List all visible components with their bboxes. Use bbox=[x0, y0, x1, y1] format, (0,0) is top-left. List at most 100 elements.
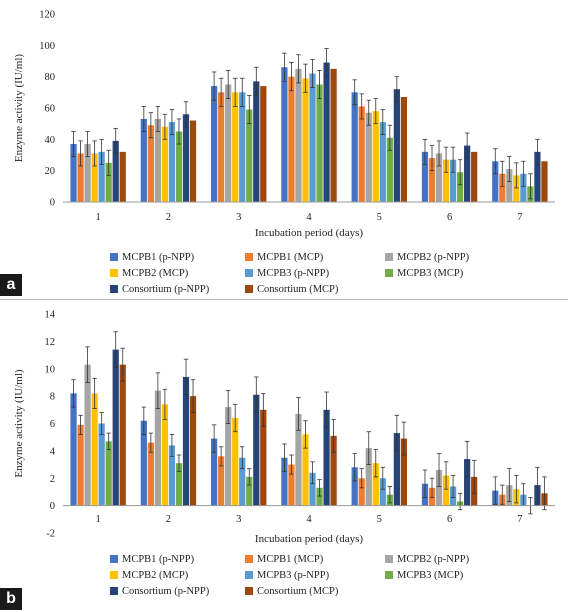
chart-a-ytick-label: 0 bbox=[50, 198, 55, 209]
chart-a-bar bbox=[105, 162, 112, 202]
chart-b-category-label: 2 bbox=[166, 514, 171, 525]
chart-b-bar bbox=[119, 364, 126, 506]
chart-b-bar bbox=[218, 456, 225, 506]
chart-a-ytick-label: 80 bbox=[45, 72, 56, 83]
chart-b-bar bbox=[302, 434, 309, 506]
chart-a-bar bbox=[302, 78, 309, 202]
chart-b-legend-swatch bbox=[110, 587, 118, 595]
chart-b-legend-label: Consortium (MCP) bbox=[257, 586, 339, 597]
panel-a: 0 20 40 60 80 100 120 Enzyme activity (IU/ml) 1 2… bbox=[0, 0, 568, 300]
chart-a-bar bbox=[464, 145, 471, 202]
chart-b-category-label: 7 bbox=[517, 514, 522, 525]
chart-b-bar bbox=[154, 390, 161, 506]
chart-b-legend-swatch bbox=[245, 587, 253, 595]
chart-a-legend-swatch bbox=[245, 269, 253, 277]
chart-b-category-label: 6 bbox=[447, 514, 452, 525]
chart-b-bar bbox=[288, 464, 295, 506]
chart-b-bar bbox=[175, 463, 183, 506]
chart-a-bar bbox=[393, 89, 400, 202]
chart-b-legend-swatch bbox=[385, 571, 393, 579]
chart-b-bar bbox=[105, 441, 112, 506]
chart-a-bar bbox=[499, 173, 506, 202]
chart-a-bar bbox=[168, 122, 176, 202]
chart-a-category-label: 5 bbox=[377, 212, 382, 223]
panel-divider bbox=[0, 299, 568, 300]
chart-a-legend-swatch bbox=[385, 253, 393, 261]
chart-b-bar bbox=[140, 420, 147, 506]
chart-a-bar bbox=[189, 120, 197, 202]
chart-a-bar bbox=[421, 151, 429, 202]
chart-a-bar bbox=[365, 112, 372, 202]
chart-b-ytick-label: 12 bbox=[45, 337, 56, 348]
chart-b-bar bbox=[330, 435, 337, 506]
chart-b-bar bbox=[400, 438, 407, 506]
chart-b-bar bbox=[77, 424, 84, 506]
chart-a-bar bbox=[260, 86, 267, 202]
chart-a-bar bbox=[281, 67, 288, 203]
chart-a-bar bbox=[225, 84, 232, 202]
chart-b-ytick-label: 2 bbox=[50, 474, 55, 485]
chart-a-bar bbox=[506, 169, 513, 202]
chart-a-bar bbox=[386, 137, 393, 202]
chart-a-bar bbox=[182, 114, 190, 202]
chart-a-bar bbox=[435, 153, 443, 202]
panel-b: -2 0 2 4 6 8 10 12 14 Enzyme activity (IU/ml) 1 2 3 4… bbox=[0, 300, 568, 612]
chart-a-bar bbox=[520, 173, 527, 202]
chart-a-bar bbox=[358, 106, 365, 202]
chart-b-ytick-label: 6 bbox=[50, 419, 55, 430]
chart-a-legend-label: MCPB1 (MCP) bbox=[257, 252, 324, 263]
chart-b-bar bbox=[260, 409, 267, 506]
chart-b-bar bbox=[393, 433, 400, 506]
chart-b-legend-label: MCPB2 (p-NPP) bbox=[397, 554, 470, 565]
chart-a-ytick-label: 40 bbox=[45, 135, 56, 146]
chart-a-bar bbox=[161, 126, 169, 202]
chart-b-bar bbox=[295, 413, 302, 506]
chart-a-bar bbox=[379, 122, 386, 202]
chart-b-bar bbox=[442, 475, 450, 506]
chart-a-legend-label: MCPB3 (p-NPP) bbox=[257, 268, 330, 279]
chart-a-ytick-label: 60 bbox=[45, 104, 56, 115]
chart-a-bar bbox=[309, 73, 316, 203]
chart-a: 0 20 40 60 80 100 120 Enzyme activity (IU/ml) 1 2… bbox=[13, 10, 555, 295]
chart-a-bar bbox=[211, 86, 218, 202]
chart-a-bar bbox=[70, 144, 77, 202]
chart-a-category-label: 7 bbox=[517, 212, 522, 223]
chart-a-legend-label: MCPB2 (MCP) bbox=[122, 268, 189, 279]
chart-b-bar bbox=[98, 423, 105, 506]
chart-b-category-label: 5 bbox=[377, 514, 382, 525]
chart-a-bar bbox=[330, 68, 337, 202]
chart-b-legend-label: MCPB3 (p-NPP) bbox=[257, 570, 330, 581]
chart-b-category-label: 3 bbox=[236, 514, 241, 525]
chart-a-category-label: 6 bbox=[447, 212, 452, 223]
chart-a-bar bbox=[253, 81, 260, 202]
chart-b-bar bbox=[225, 407, 232, 506]
chart-a-bar bbox=[246, 109, 253, 202]
chart-b-bar bbox=[161, 404, 169, 506]
chart-b-bar bbox=[372, 463, 379, 506]
chart-a-legend-label: MCPB3 (MCP) bbox=[397, 268, 464, 279]
chart-b-legend-label: Consortium (p-NPP) bbox=[122, 586, 210, 597]
chart-a-x-axis-label: Incubation period (days) bbox=[255, 227, 363, 239]
chart-a-bar bbox=[492, 161, 499, 202]
panel-a-tag: a bbox=[0, 274, 22, 296]
chart-b-bar bbox=[246, 476, 253, 506]
chart-a-legend-swatch bbox=[245, 285, 253, 293]
chart-a-legend-swatch bbox=[385, 269, 393, 277]
chart-b-y-axis-label: Enzyme activity (IU/ml) bbox=[13, 369, 25, 477]
chart-a-bar bbox=[119, 151, 126, 202]
chart-a-bar bbox=[534, 151, 541, 202]
chart-a-ytick-label: 20 bbox=[45, 166, 56, 177]
chart-a-category-label: 4 bbox=[306, 212, 312, 223]
chart-a-bar bbox=[449, 159, 457, 202]
chart-b-bar bbox=[464, 459, 471, 506]
chart-a-bar bbox=[442, 159, 450, 202]
chart-b-legend-swatch bbox=[245, 571, 253, 579]
chart-b-legend-swatch bbox=[110, 571, 118, 579]
chart-a-ytick-label: 120 bbox=[39, 10, 55, 21]
chart-a-category-label: 2 bbox=[166, 212, 171, 223]
chart-a-legend-label: Consortium (MCP) bbox=[257, 284, 339, 295]
chart-a-ytick-label: 100 bbox=[39, 41, 55, 52]
chart-b-x-axis-label: Incubation period (days) bbox=[255, 533, 363, 545]
chart-b-category-label: 1 bbox=[96, 514, 101, 525]
